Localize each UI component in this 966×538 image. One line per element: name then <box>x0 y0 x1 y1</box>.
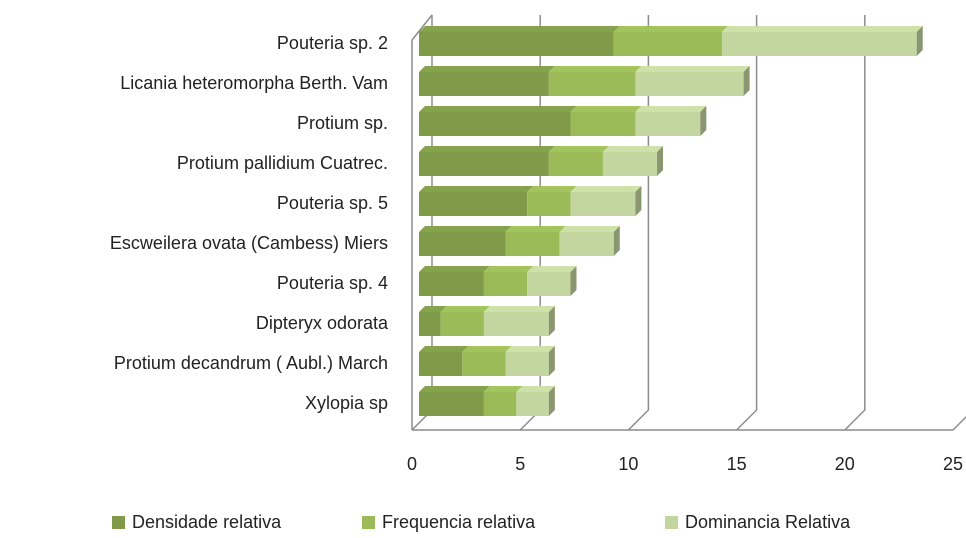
category-label: Escweilera ovata (Cambess) Miers <box>110 233 388 253</box>
axis-line <box>411 14 433 41</box>
bar-segment <box>419 306 447 336</box>
bar-segment <box>419 26 620 56</box>
category-label: Protium sp. <box>297 113 388 133</box>
category-label: Pouteria sp. 5 <box>277 193 388 213</box>
bar-segment <box>505 346 555 376</box>
category-label: Protium pallidium Cuatrec. <box>177 153 388 173</box>
bar-segment <box>548 146 609 176</box>
bar-segment <box>462 346 512 376</box>
bar-segment <box>419 386 490 416</box>
bar-segment <box>419 66 555 96</box>
bar-segment <box>483 266 534 296</box>
bar-segment <box>613 26 728 56</box>
bar-segment <box>419 106 577 136</box>
category-label: Dipteryx odorata <box>256 313 389 333</box>
bar-segment <box>721 26 923 56</box>
x-tick-label: 5 <box>515 454 525 474</box>
category-label: Protium decandrum ( Aubl.) March <box>114 353 388 373</box>
bar-segment <box>570 186 642 216</box>
category-label: Pouteria sp. 2 <box>277 33 388 53</box>
category-label: Licania heteromorpha Berth. Vam <box>120 73 388 93</box>
bar-segment <box>527 186 577 216</box>
bar-segment <box>419 146 555 176</box>
legend-swatch <box>112 516 125 529</box>
bar-segment <box>635 66 750 96</box>
bar-segment <box>505 226 566 256</box>
bar-segment <box>440 306 490 336</box>
x-tick-label: 20 <box>835 454 855 474</box>
bar-segment <box>516 386 555 416</box>
legend-swatch <box>362 516 375 529</box>
bar-segment <box>483 386 523 416</box>
legend-swatch <box>665 516 678 529</box>
legend-label: Frequencia relativa <box>382 512 536 532</box>
bar-segment <box>570 106 642 136</box>
category-label: Xylopia sp <box>305 393 388 413</box>
x-tick-label: 0 <box>407 454 417 474</box>
bar-segment <box>635 106 707 136</box>
bar-segment <box>602 146 664 176</box>
bar-segment <box>419 226 512 256</box>
bar-segment <box>419 346 469 376</box>
legend-label: Dominancia Relativa <box>685 512 851 532</box>
x-tick-label: 25 <box>943 454 963 474</box>
bar-segment <box>527 266 577 296</box>
x-tick-label: 15 <box>727 454 747 474</box>
bar-segment <box>419 186 534 216</box>
category-label: Pouteria sp. 4 <box>277 273 388 293</box>
bar-segment <box>559 226 620 256</box>
grid-line <box>952 415 966 431</box>
bar-segment <box>419 266 490 296</box>
grid-line <box>736 15 758 431</box>
legend-label: Densidade relativa <box>132 512 282 532</box>
x-tick-label: 10 <box>618 454 638 474</box>
bar-segment <box>548 66 642 96</box>
grid-line <box>844 15 866 431</box>
bar-segment <box>483 306 555 336</box>
